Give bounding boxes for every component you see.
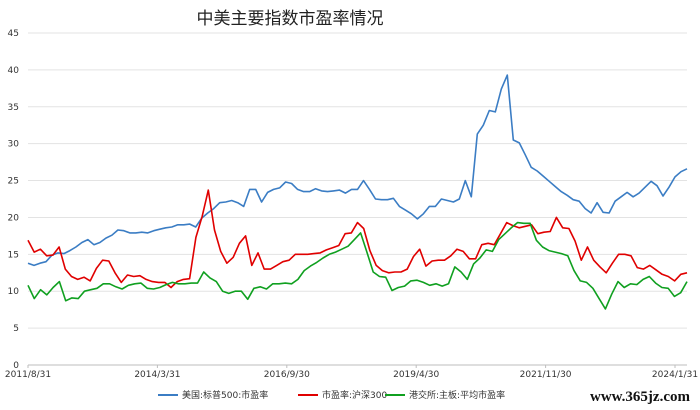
y-tick-label: 25 [8,177,19,187]
legend-item-0: 美国:标普500:市盈率 [158,389,268,401]
y-tick-label: 45 [8,29,19,39]
watermark-text: www.365jz.com [590,389,690,405]
legend-label: 港交所:主板:平均市盈率 [409,389,505,401]
y-tick-label: 30 [8,140,20,150]
x-tick-label: 2016/9/30 [264,370,310,380]
y-tick-label: 20 [8,213,20,223]
grid-lines [28,32,687,329]
series-lines [27,74,688,310]
y-tick-label: 0 [13,361,19,371]
y-tick-label: 15 [8,250,19,260]
legend: 美国:标普500:市盈率 市盈率:沪深300 港交所:主板:平均市盈率 [158,389,505,401]
x-tick-label: 2014/3/31 [134,370,180,380]
x-tick-label: 2024/1/31 [652,370,698,380]
chart-title: 中美主要指数市盈率情况 [197,9,384,29]
series-line-1 [27,189,688,289]
x-tick-label: 2011/8/31 [5,370,51,380]
series-line-2 [27,221,688,310]
y-tick-label: 10 [8,287,20,297]
x-tick-label: 2019/4/30 [393,370,439,380]
x-tick-label: 2021/11/30 [520,370,572,380]
x-axis-ticks: 2011/8/31 2014/3/31 2016/9/30 2019/4/30 2021… [5,365,698,380]
legend-label: 市盈率:沪深300 [322,389,387,401]
y-tick-label: 35 [8,103,19,113]
series-line-0 [27,74,688,267]
legend-label: 美国:标普500:市盈率 [182,389,268,401]
y-axis-ticks: 0 5 10 15 20 25 30 35 40 45 [8,29,20,371]
legend-item-2: 港交所:主板:平均市盈率 [385,389,505,401]
y-tick-label: 40 [8,66,20,76]
y-tick-label: 5 [13,324,19,334]
legend-item-1: 市盈率:沪深300 [298,389,387,401]
